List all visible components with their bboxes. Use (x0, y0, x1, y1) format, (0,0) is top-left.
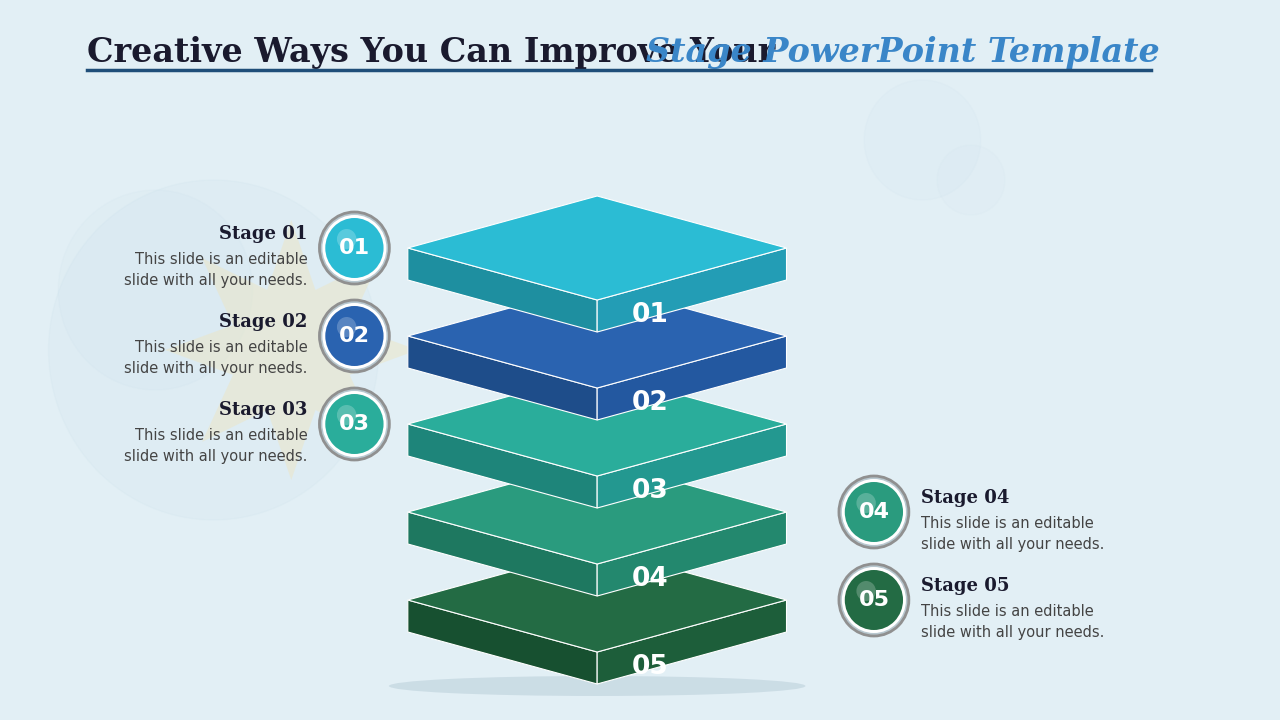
Text: Stage 03: Stage 03 (219, 401, 307, 419)
Polygon shape (408, 460, 786, 564)
Circle shape (59, 190, 252, 390)
Circle shape (320, 212, 389, 284)
Text: 03: 03 (632, 478, 668, 505)
Circle shape (325, 306, 384, 366)
Polygon shape (408, 512, 598, 596)
Circle shape (337, 229, 356, 249)
Polygon shape (408, 284, 786, 388)
Text: 02: 02 (632, 390, 668, 416)
Text: This slide is an editable
slide with all your needs.: This slide is an editable slide with all… (124, 252, 307, 288)
Polygon shape (598, 600, 786, 684)
Text: 01: 01 (632, 302, 668, 328)
Polygon shape (598, 424, 786, 508)
Text: This slide is an editable
slide with all your needs.: This slide is an editable slide with all… (920, 516, 1103, 552)
Circle shape (937, 145, 1005, 215)
Circle shape (838, 476, 909, 548)
Circle shape (325, 394, 384, 454)
Text: This slide is an editable
slide with all your needs.: This slide is an editable slide with all… (920, 604, 1103, 640)
Circle shape (838, 564, 909, 636)
Polygon shape (598, 512, 786, 596)
Circle shape (842, 479, 906, 545)
Circle shape (845, 482, 902, 542)
Circle shape (337, 405, 356, 425)
Text: 01: 01 (339, 238, 370, 258)
Polygon shape (408, 548, 786, 652)
Ellipse shape (389, 676, 805, 696)
Text: 03: 03 (339, 414, 370, 434)
Polygon shape (598, 336, 786, 420)
Circle shape (323, 391, 387, 457)
Polygon shape (165, 220, 417, 480)
Circle shape (842, 567, 906, 633)
Circle shape (845, 570, 902, 630)
Polygon shape (408, 248, 598, 332)
Circle shape (337, 317, 356, 337)
Circle shape (320, 300, 389, 372)
Text: Stage 02: Stage 02 (219, 313, 307, 331)
Text: Stage 04: Stage 04 (920, 489, 1009, 507)
Circle shape (325, 218, 384, 278)
Polygon shape (408, 336, 598, 420)
Circle shape (320, 388, 389, 460)
Polygon shape (408, 372, 786, 476)
Text: 05: 05 (632, 654, 668, 680)
Circle shape (864, 80, 980, 200)
Text: 02: 02 (339, 326, 370, 346)
Text: Stage 05: Stage 05 (920, 577, 1009, 595)
Text: This slide is an editable
slide with all your needs.: This slide is an editable slide with all… (124, 340, 307, 376)
Text: 05: 05 (859, 590, 890, 610)
Text: 04: 04 (859, 502, 890, 522)
Circle shape (49, 180, 379, 520)
Polygon shape (408, 600, 598, 684)
Text: Stage 01: Stage 01 (219, 225, 307, 243)
Polygon shape (408, 196, 786, 300)
Circle shape (856, 581, 876, 601)
Text: Creative Ways You Can Improve Your: Creative Ways You Can Improve Your (87, 35, 787, 68)
Circle shape (323, 303, 387, 369)
Text: Stage PowerPoint Template: Stage PowerPoint Template (645, 35, 1160, 68)
Text: This slide is an editable
slide with all your needs.: This slide is an editable slide with all… (124, 428, 307, 464)
Circle shape (323, 215, 387, 281)
Circle shape (856, 493, 876, 513)
Text: 04: 04 (632, 567, 668, 593)
Polygon shape (598, 248, 786, 332)
Polygon shape (408, 424, 598, 508)
